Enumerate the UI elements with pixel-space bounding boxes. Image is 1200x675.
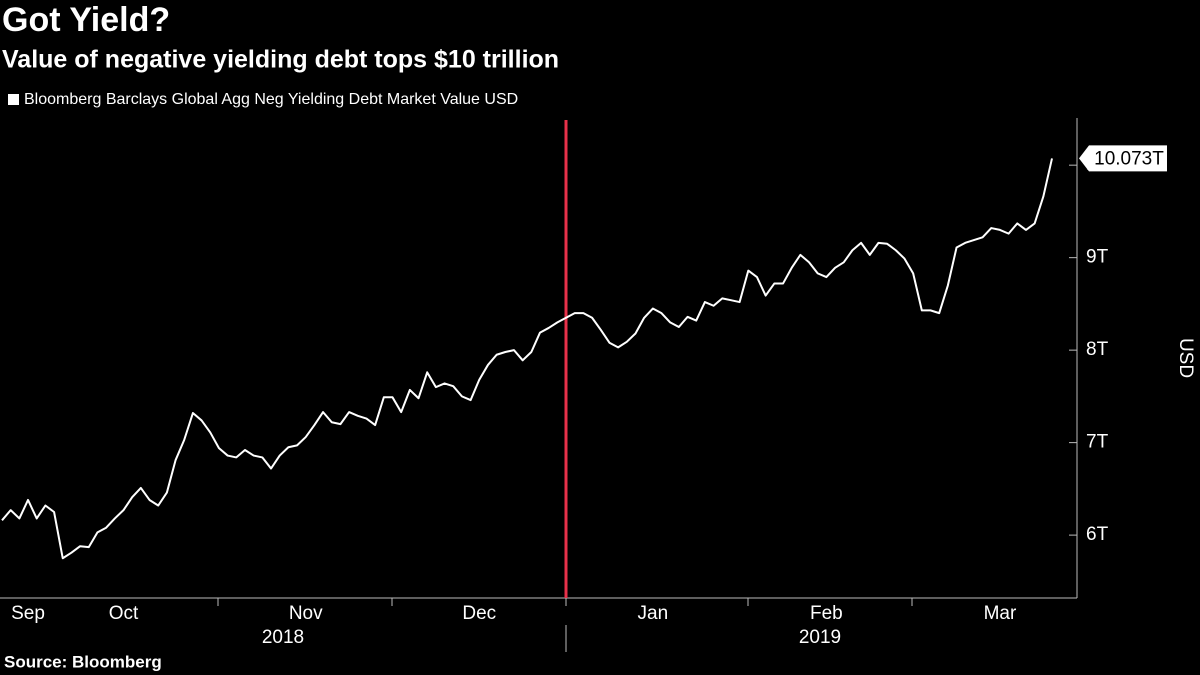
- legend-swatch: [8, 94, 19, 105]
- source: Source: Bloomberg: [4, 652, 162, 671]
- y-axis-label: USD: [1175, 338, 1196, 378]
- x-tick-label: Jan: [638, 603, 669, 624]
- y-tick-label: 7T: [1086, 432, 1109, 453]
- value-label-box: [1079, 145, 1167, 172]
- month-boundaries: [217, 598, 913, 652]
- x-tick-label: Sep: [11, 603, 45, 624]
- year-label: 2019: [799, 627, 841, 648]
- legend-label: Bloomberg Barclays Global Agg Neg Yieldi…: [24, 91, 518, 108]
- x-tick-label: Feb: [810, 603, 843, 624]
- x-tick-label: Nov: [289, 603, 323, 624]
- x-tick-label: Oct: [109, 603, 139, 624]
- x-tick-label: Mar: [984, 603, 1017, 624]
- y-tick-label: 6T: [1086, 524, 1109, 545]
- line: [1, 158, 1053, 560]
- y-tick-label: 8T: [1086, 339, 1109, 360]
- x-tick-label: Dec: [462, 603, 496, 624]
- chart-title: Got Yield?: [2, 1, 170, 39]
- value-label: 10.073T: [1094, 148, 1164, 169]
- y-tick-label: 9T: [1086, 247, 1109, 268]
- chart-subtitle: Value of negative yielding debt tops $10…: [2, 46, 559, 74]
- year-label: 2018: [262, 627, 304, 648]
